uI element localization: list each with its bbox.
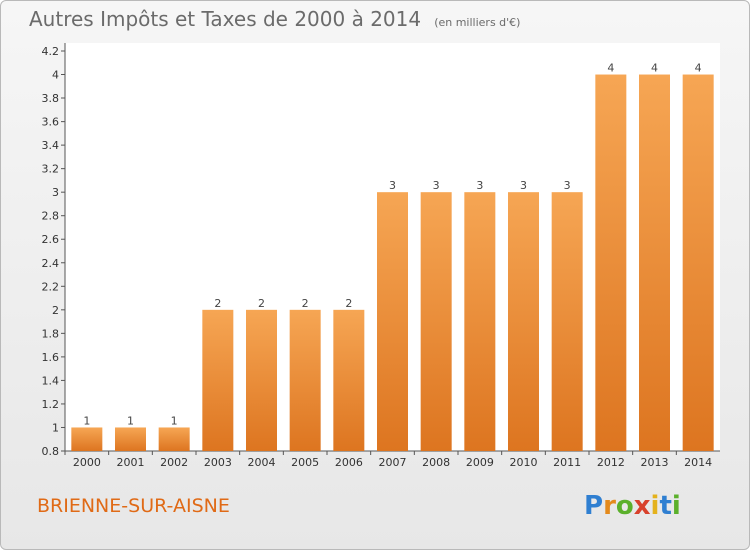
data-label-2012: 4 xyxy=(607,62,614,75)
bar-2003 xyxy=(202,309,234,451)
data-label-2014: 4 xyxy=(695,62,702,75)
bar-2012 xyxy=(595,74,627,451)
y-tick-label-15: 3.8 xyxy=(42,92,60,105)
y-tick-label-0: 0.8 xyxy=(42,445,60,458)
y-tick-label-7: 2.2 xyxy=(42,280,60,293)
bar-2008 xyxy=(420,192,452,452)
data-label-2011: 3 xyxy=(564,179,571,192)
y-tick-label-1: 1 xyxy=(52,421,59,434)
data-label-2008: 3 xyxy=(433,179,440,192)
data-label-2009: 3 xyxy=(476,179,483,192)
x-tick-label-2012: 2012 xyxy=(597,456,625,469)
x-tick-label-2000: 2000 xyxy=(73,456,101,469)
bar-2011 xyxy=(551,192,583,452)
bar-2006 xyxy=(333,309,365,451)
y-tick-label-17: 4.2 xyxy=(42,45,60,58)
bar-2014 xyxy=(682,74,714,451)
y-tick-label-8: 2.4 xyxy=(42,257,60,270)
x-tick-label-2006: 2006 xyxy=(335,456,363,469)
data-label-2007: 3 xyxy=(389,179,396,192)
y-tick-label-2: 1.2 xyxy=(42,398,60,411)
chart-unit: (en milliers d'€) xyxy=(434,16,521,29)
y-tick-label-5: 1.8 xyxy=(42,327,60,340)
commune-name: BRIENNE-SUR-AISNE xyxy=(37,495,230,517)
bar-2009 xyxy=(464,192,496,452)
data-label-2004: 2 xyxy=(258,297,265,310)
data-label-2002: 1 xyxy=(171,414,178,427)
data-label-2006: 2 xyxy=(345,297,352,310)
x-tick-label-2005: 2005 xyxy=(291,456,319,469)
x-tick-label-2013: 2013 xyxy=(641,456,669,469)
y-tick-label-11: 3 xyxy=(52,186,59,199)
x-tick-label-2011: 2011 xyxy=(553,456,581,469)
y-tick-label-6: 2 xyxy=(52,304,59,317)
bar-2000 xyxy=(71,427,103,451)
chart-title-row: Autres Impôts et Taxes de 2000 à 2014 (e… xyxy=(29,7,520,31)
bar-2001 xyxy=(115,427,146,451)
y-tick-label-9: 2.6 xyxy=(42,233,60,246)
x-tick-label-2014: 2014 xyxy=(684,456,712,469)
x-tick-label-2009: 2009 xyxy=(466,456,494,469)
x-tick-label-2004: 2004 xyxy=(248,456,276,469)
x-tick-label-2008: 2008 xyxy=(422,456,450,469)
data-label-2003: 2 xyxy=(214,297,221,310)
x-tick-label-2001: 2001 xyxy=(117,456,145,469)
bar-2004 xyxy=(246,309,277,451)
bar-2013 xyxy=(639,74,670,451)
proxiti-logo: Proxiti xyxy=(584,491,681,521)
x-tick-label-2010: 2010 xyxy=(510,456,538,469)
data-label-2010: 3 xyxy=(520,179,527,192)
chart-title: Autres Impôts et Taxes de 2000 à 2014 xyxy=(29,7,422,31)
x-tick-label-2003: 2003 xyxy=(204,456,232,469)
x-tick-label-2002: 2002 xyxy=(160,456,188,469)
bar-2010 xyxy=(508,192,539,452)
y-tick-label-4: 1.6 xyxy=(42,351,60,364)
x-tick-label-2007: 2007 xyxy=(379,456,407,469)
data-label-2013: 4 xyxy=(651,62,658,75)
data-label-2005: 2 xyxy=(302,297,309,310)
data-label-2001: 1 xyxy=(127,414,134,427)
data-label-2000: 1 xyxy=(83,414,90,427)
y-tick-label-16: 4 xyxy=(52,69,59,82)
y-tick-label-10: 2.8 xyxy=(42,210,60,223)
bar-2007 xyxy=(377,192,408,452)
bar-2002 xyxy=(158,427,190,451)
bar-2005 xyxy=(289,309,321,451)
y-tick-label-12: 3.2 xyxy=(42,163,60,176)
y-tick-label-13: 3.4 xyxy=(42,139,60,152)
y-tick-label-14: 3.6 xyxy=(42,116,60,129)
y-tick-label-3: 1.4 xyxy=(42,374,60,387)
